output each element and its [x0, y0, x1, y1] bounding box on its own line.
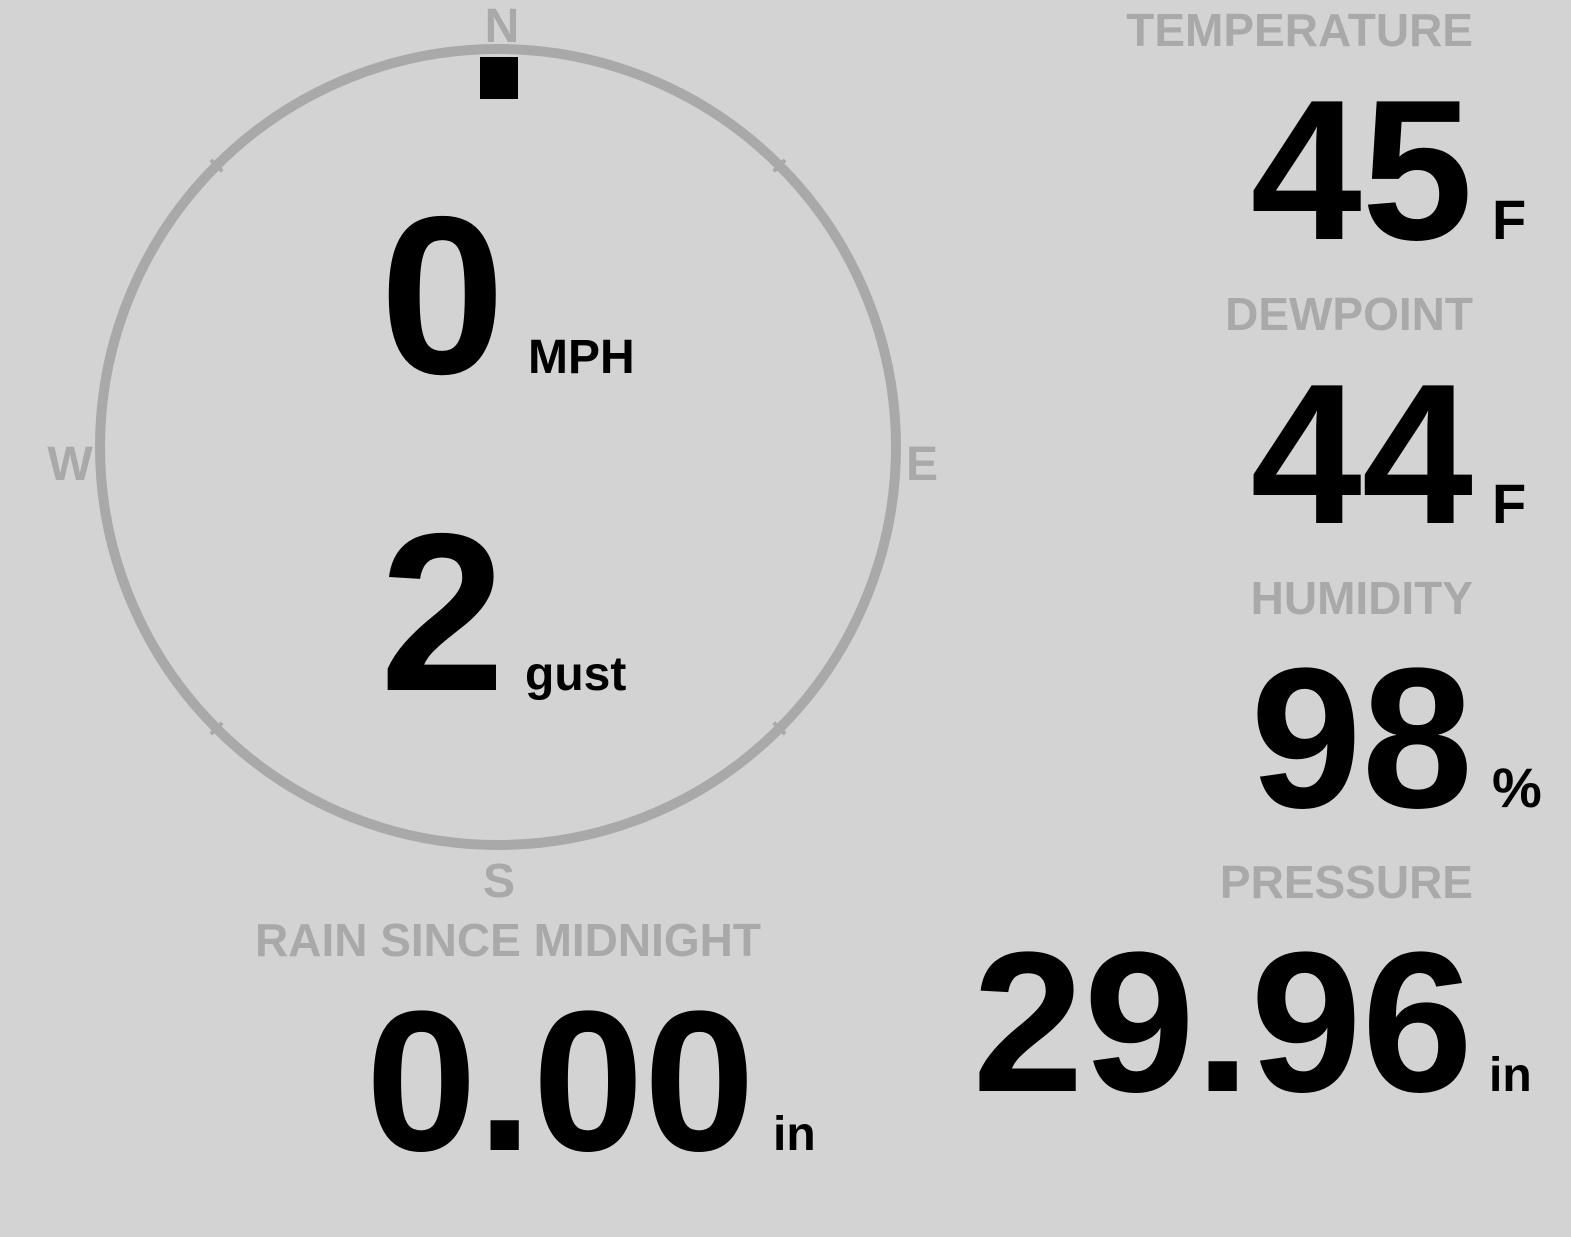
dewpoint-value: 44: [1251, 343, 1473, 566]
compass-e: E: [906, 438, 938, 491]
rain-value: 0.00: [366, 970, 755, 1193]
rain-panel: RAIN SINCE MIDNIGHT 0.00 in: [255, 914, 816, 1193]
compass-s: S: [483, 855, 515, 908]
compass-n: N: [485, 0, 520, 53]
temperature-unit: F: [1492, 188, 1526, 251]
pressure-unit: in: [1489, 1049, 1532, 1102]
compass-w: W: [47, 438, 93, 491]
compass-ticks: [209, 158, 787, 736]
rain-unit: in: [773, 1108, 816, 1161]
dewpoint-unit: F: [1492, 472, 1526, 535]
wind-speed-unit: MPH: [528, 331, 635, 384]
compass-ring: [95, 44, 901, 850]
dewpoint-panel: DEWPOINT 44 F: [1225, 288, 1526, 566]
temperature-panel: TEMPERATURE 45 F: [1126, 4, 1526, 282]
rain-label: RAIN SINCE MIDNIGHT: [255, 914, 761, 966]
wind-gust-value: 2: [380, 486, 505, 738]
wind-gust-label: gust: [525, 648, 626, 701]
temperature-value: 45: [1251, 59, 1473, 282]
compass-tick: [772, 158, 787, 173]
humidity-label: HUMIDITY: [1251, 572, 1473, 624]
humidity-panel: HUMIDITY 98 %: [1251, 572, 1542, 850]
wind-direction-marker: [480, 57, 518, 99]
humidity-unit: %: [1492, 756, 1542, 819]
wind-speed-value: 0: [380, 169, 505, 421]
compass-tick: [209, 158, 224, 173]
compass-tick: [772, 721, 787, 736]
dewpoint-label: DEWPOINT: [1225, 288, 1473, 340]
humidity-value: 98: [1251, 627, 1473, 850]
compass-tick: [209, 721, 224, 736]
pressure-value: 29.96: [973, 911, 1474, 1134]
wind-compass: N E S W 0 MPH 2 gust: [47, 0, 938, 908]
pressure-panel: PRESSURE 29.96 in: [973, 856, 1532, 1134]
temperature-label: TEMPERATURE: [1126, 4, 1473, 56]
pressure-label: PRESSURE: [1220, 856, 1473, 908]
